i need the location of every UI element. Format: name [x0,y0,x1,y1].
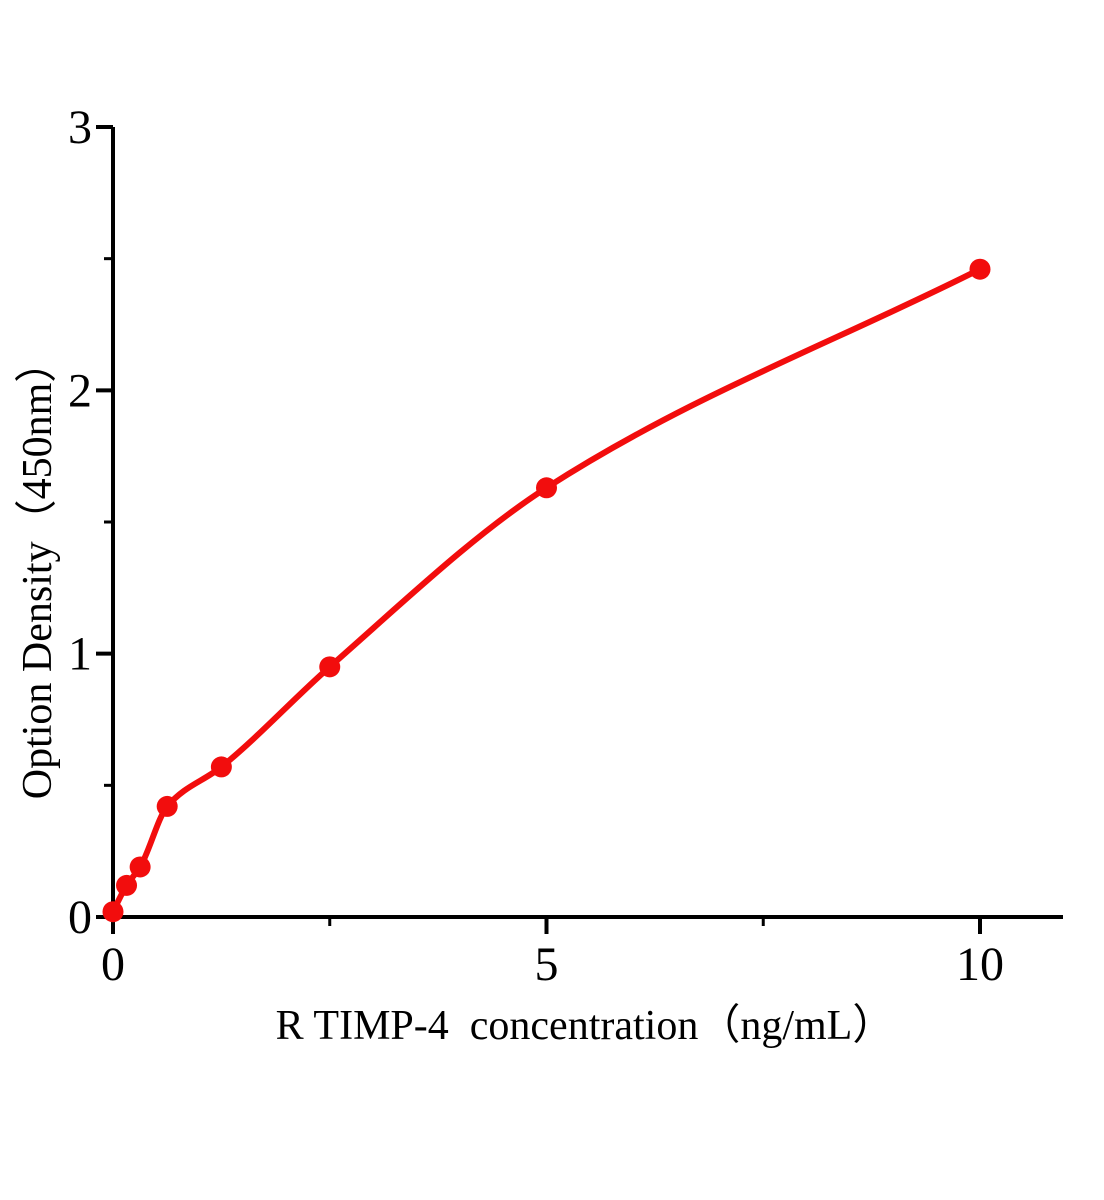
data-point [102,901,124,923]
y-tick-label: 0 [68,891,92,944]
x-tick-label: 10 [956,938,1004,991]
fit-curve [110,266,983,915]
y-tick-label: 2 [68,364,92,417]
data-point [969,258,991,280]
y-tick-label: 1 [68,628,92,681]
data-point [319,656,341,678]
data-point [156,795,178,817]
y-tick-label: 3 [68,101,92,154]
data-point [129,856,151,878]
x-tick-label: 5 [535,938,559,991]
x-axis-title: R TIMP-4 concentration（ng/mL） [275,1003,895,1049]
y-axis-title: Option Density（450nm） [15,340,61,800]
data-point [210,756,232,778]
x-tick-label: 0 [101,938,125,991]
data-point [116,874,138,896]
data-point [536,477,557,499]
